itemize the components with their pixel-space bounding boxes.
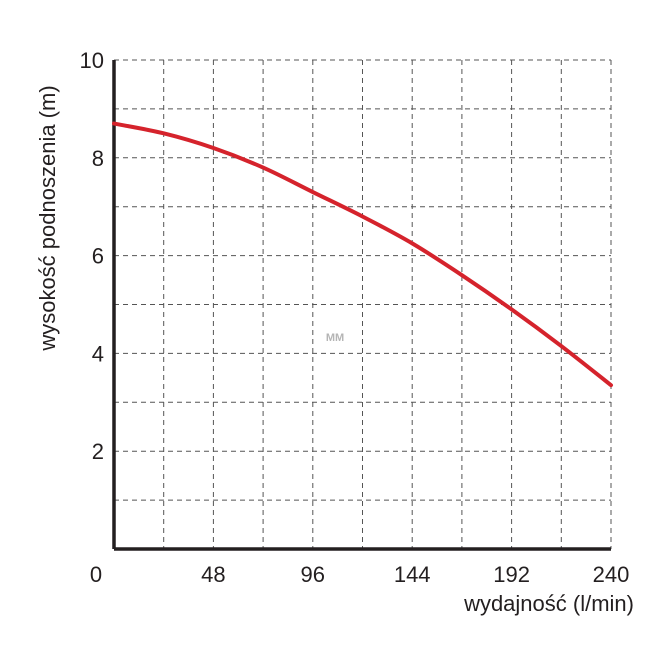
y-tick-label: 6 xyxy=(92,244,104,269)
x-tick-label: 192 xyxy=(493,562,530,587)
watermark: MM xyxy=(326,332,344,344)
y-tick-label: 10 xyxy=(80,48,104,73)
x-tick-label: 0 xyxy=(90,562,102,587)
x-tick-label: 240 xyxy=(593,562,630,587)
axes xyxy=(112,60,611,551)
x-tick-label: 96 xyxy=(301,562,325,587)
grid xyxy=(114,59,612,549)
series-line xyxy=(112,121,613,388)
y-tick-label: 4 xyxy=(92,341,104,366)
x-tick-label: 48 xyxy=(201,562,225,587)
series-layer xyxy=(112,121,613,388)
y-axis-title: wysokość podnoszenia (m) xyxy=(35,85,60,351)
y-tick-label: 2 xyxy=(92,439,104,464)
tick-labels: 0 48 96 144 192 240 2 4 6 8 10 xyxy=(80,48,630,587)
y-tick-label: 8 xyxy=(92,146,104,171)
x-tick-label: 144 xyxy=(394,562,431,587)
x-axis-title: wydajność (l/min) xyxy=(463,591,634,616)
